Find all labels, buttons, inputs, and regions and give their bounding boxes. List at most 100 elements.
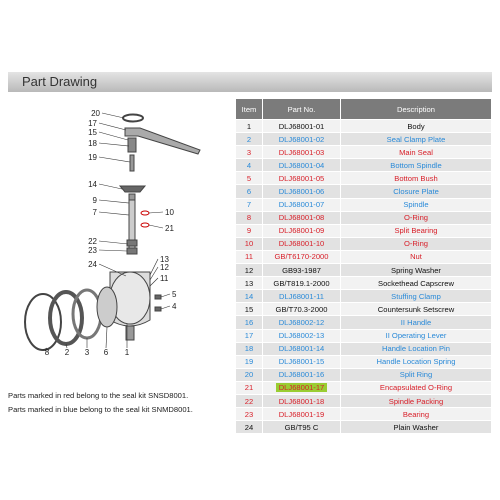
table-row: 24 GB/T95 C Plain Washer — [235, 420, 492, 435]
cell-text: Handle Location Pin — [382, 344, 450, 354]
table-cell: DLJ68001-17 — [262, 380, 341, 395]
cell-text: Seal Clamp Plate — [386, 134, 446, 144]
table-cell: DLJ68001-08 — [262, 210, 341, 225]
cell-text: 8 — [246, 213, 252, 223]
table-cell: 10 — [235, 236, 263, 251]
table-row: 22 DLJ68001-18 Spindle Packing — [235, 393, 492, 409]
leader-line — [42, 347, 48, 351]
cell-text: Bearing — [402, 409, 430, 419]
table-cell: Seal Clamp Plate — [340, 132, 492, 147]
cell-text: 9 — [246, 226, 252, 236]
table-cell: DLJ68001-01 — [262, 118, 341, 134]
table-cell: Plain Washer — [340, 420, 492, 435]
leader-line — [98, 211, 130, 216]
cell-text: 20 — [244, 370, 254, 380]
callout-label: 6 — [104, 348, 109, 357]
callout-label: 8 — [45, 348, 50, 357]
cell-text: GB/T95 C — [284, 422, 319, 432]
cell-text: 11 — [245, 252, 253, 262]
table-cell: DLJ68002-12 — [262, 315, 341, 330]
table-cell: Spindle Packing — [340, 393, 492, 409]
table-cell: Bearing — [340, 407, 492, 422]
cell-text: Body — [407, 121, 425, 131]
column-header: Item — [235, 98, 263, 120]
table-cell: GB93-1987 — [262, 263, 341, 278]
table-cell: Split Ring — [340, 367, 492, 382]
cell-text: DLJ68001-10 — [278, 239, 325, 249]
cell-text: 14 — [244, 291, 254, 301]
table-row: 4 DLJ68001-04 Bottom Spindle — [235, 158, 492, 173]
leader-line — [98, 240, 129, 245]
table-cell: DLJ68001-03 — [262, 145, 341, 160]
table-cell: DLJ68001-09 — [262, 223, 341, 238]
leader-line — [98, 263, 127, 277]
cell-text: 4 — [246, 160, 252, 170]
cell-text: Bottom Bush — [394, 173, 438, 183]
table-cell: Main Seal — [340, 145, 492, 160]
cell-text: DLJ68001-09 — [278, 226, 325, 236]
table-cell: Stuffing Clamp — [340, 289, 492, 304]
cell-text: Spindle Packing — [388, 396, 444, 406]
cell-text: 3 — [246, 147, 252, 157]
leader-line — [98, 199, 130, 204]
cell-text: GB/T6170-2000 — [274, 252, 329, 262]
header-bar: Part Drawing — [8, 72, 492, 92]
cell-text: DLJ68001-03 — [278, 147, 325, 157]
callout-label: 23 — [88, 246, 97, 255]
table-cell: Spindle — [340, 197, 492, 212]
leader-line — [98, 142, 130, 147]
table-cell: Split Bearing — [340, 223, 492, 238]
table-cell: 24 — [235, 420, 263, 435]
leader-line — [101, 112, 125, 119]
table-cell: 16 — [235, 315, 263, 330]
table-cell: 8 — [235, 210, 263, 225]
leader-line — [98, 122, 127, 131]
table-cell: GB/T95 C — [262, 420, 341, 435]
table-cell: 12 — [235, 263, 263, 278]
leader-line — [148, 224, 164, 229]
leader-line — [98, 156, 131, 163]
callout-label: 3 — [85, 348, 90, 357]
table-row: 8 DLJ68001-08 O-Ring — [235, 210, 492, 225]
cell-text: II Handle — [400, 317, 432, 327]
cell-text: Nut — [410, 252, 422, 262]
callout-label: 9 — [93, 196, 98, 205]
table-row: 13 GB/T819.1-2000 Sockethead Capscrew — [235, 276, 492, 291]
table-cell: DLJ68001-15 — [262, 354, 341, 369]
table-cell: GB/T819.1-2000 — [262, 276, 341, 291]
parts-table: Item Part No. Description 1 DLJ68001-01 Body 2… — [235, 98, 492, 435]
table-row: 10 DLJ68001-10 O-Ring — [235, 236, 492, 251]
table-cell: DLJ68001-05 — [262, 171, 341, 186]
table-cell: DLJ68001-16 — [262, 367, 341, 382]
callout-label: 24 — [88, 260, 97, 269]
cell-text: 24 — [244, 422, 254, 432]
cell-text: DLJ68001-01 — [278, 121, 325, 131]
table-row: 18 DLJ68001-14 Handle Location Pin — [235, 341, 492, 356]
cell-text: GB93-1987 — [282, 265, 321, 275]
table-cell: 18 — [235, 341, 263, 356]
table-row: 20 DLJ68001-16 Split Ring — [235, 367, 492, 382]
cell-text: 1 — [246, 121, 252, 131]
table-cell: GB/T6170-2000 — [262, 249, 341, 265]
callout-label: 12 — [160, 263, 169, 272]
cell-text: Bottom Spindle — [390, 160, 442, 170]
table-cell: DLJ68001-11 — [262, 289, 341, 304]
cell-text: 18 — [244, 344, 254, 354]
cell-text: 17 — [244, 331, 254, 341]
cell-text: DLJ68001-15 — [278, 357, 325, 367]
table-cell: Sockethead Capscrew — [340, 276, 492, 291]
table-cell: DLJ68001-02 — [262, 132, 341, 147]
table-cell: Countersunk Setscrew — [340, 302, 492, 317]
cell-text: DLJ68002-13 — [278, 331, 325, 341]
table-row: 17 DLJ68002-13 II Operating Lever — [235, 328, 492, 343]
cell-text: DLJ68001-16 — [278, 370, 325, 380]
cell-text: DLJ68001-02 — [278, 134, 325, 144]
cell-text: 2 — [246, 134, 252, 144]
cell-text: DLJ68001-17 — [275, 383, 328, 393]
table-cell: Body — [340, 118, 492, 134]
cell-text: GB/T819.1-2000 — [273, 278, 330, 288]
cell-text: Spring Washer — [391, 265, 441, 275]
table-row: 23 DLJ68001-19 Bearing — [235, 407, 492, 422]
